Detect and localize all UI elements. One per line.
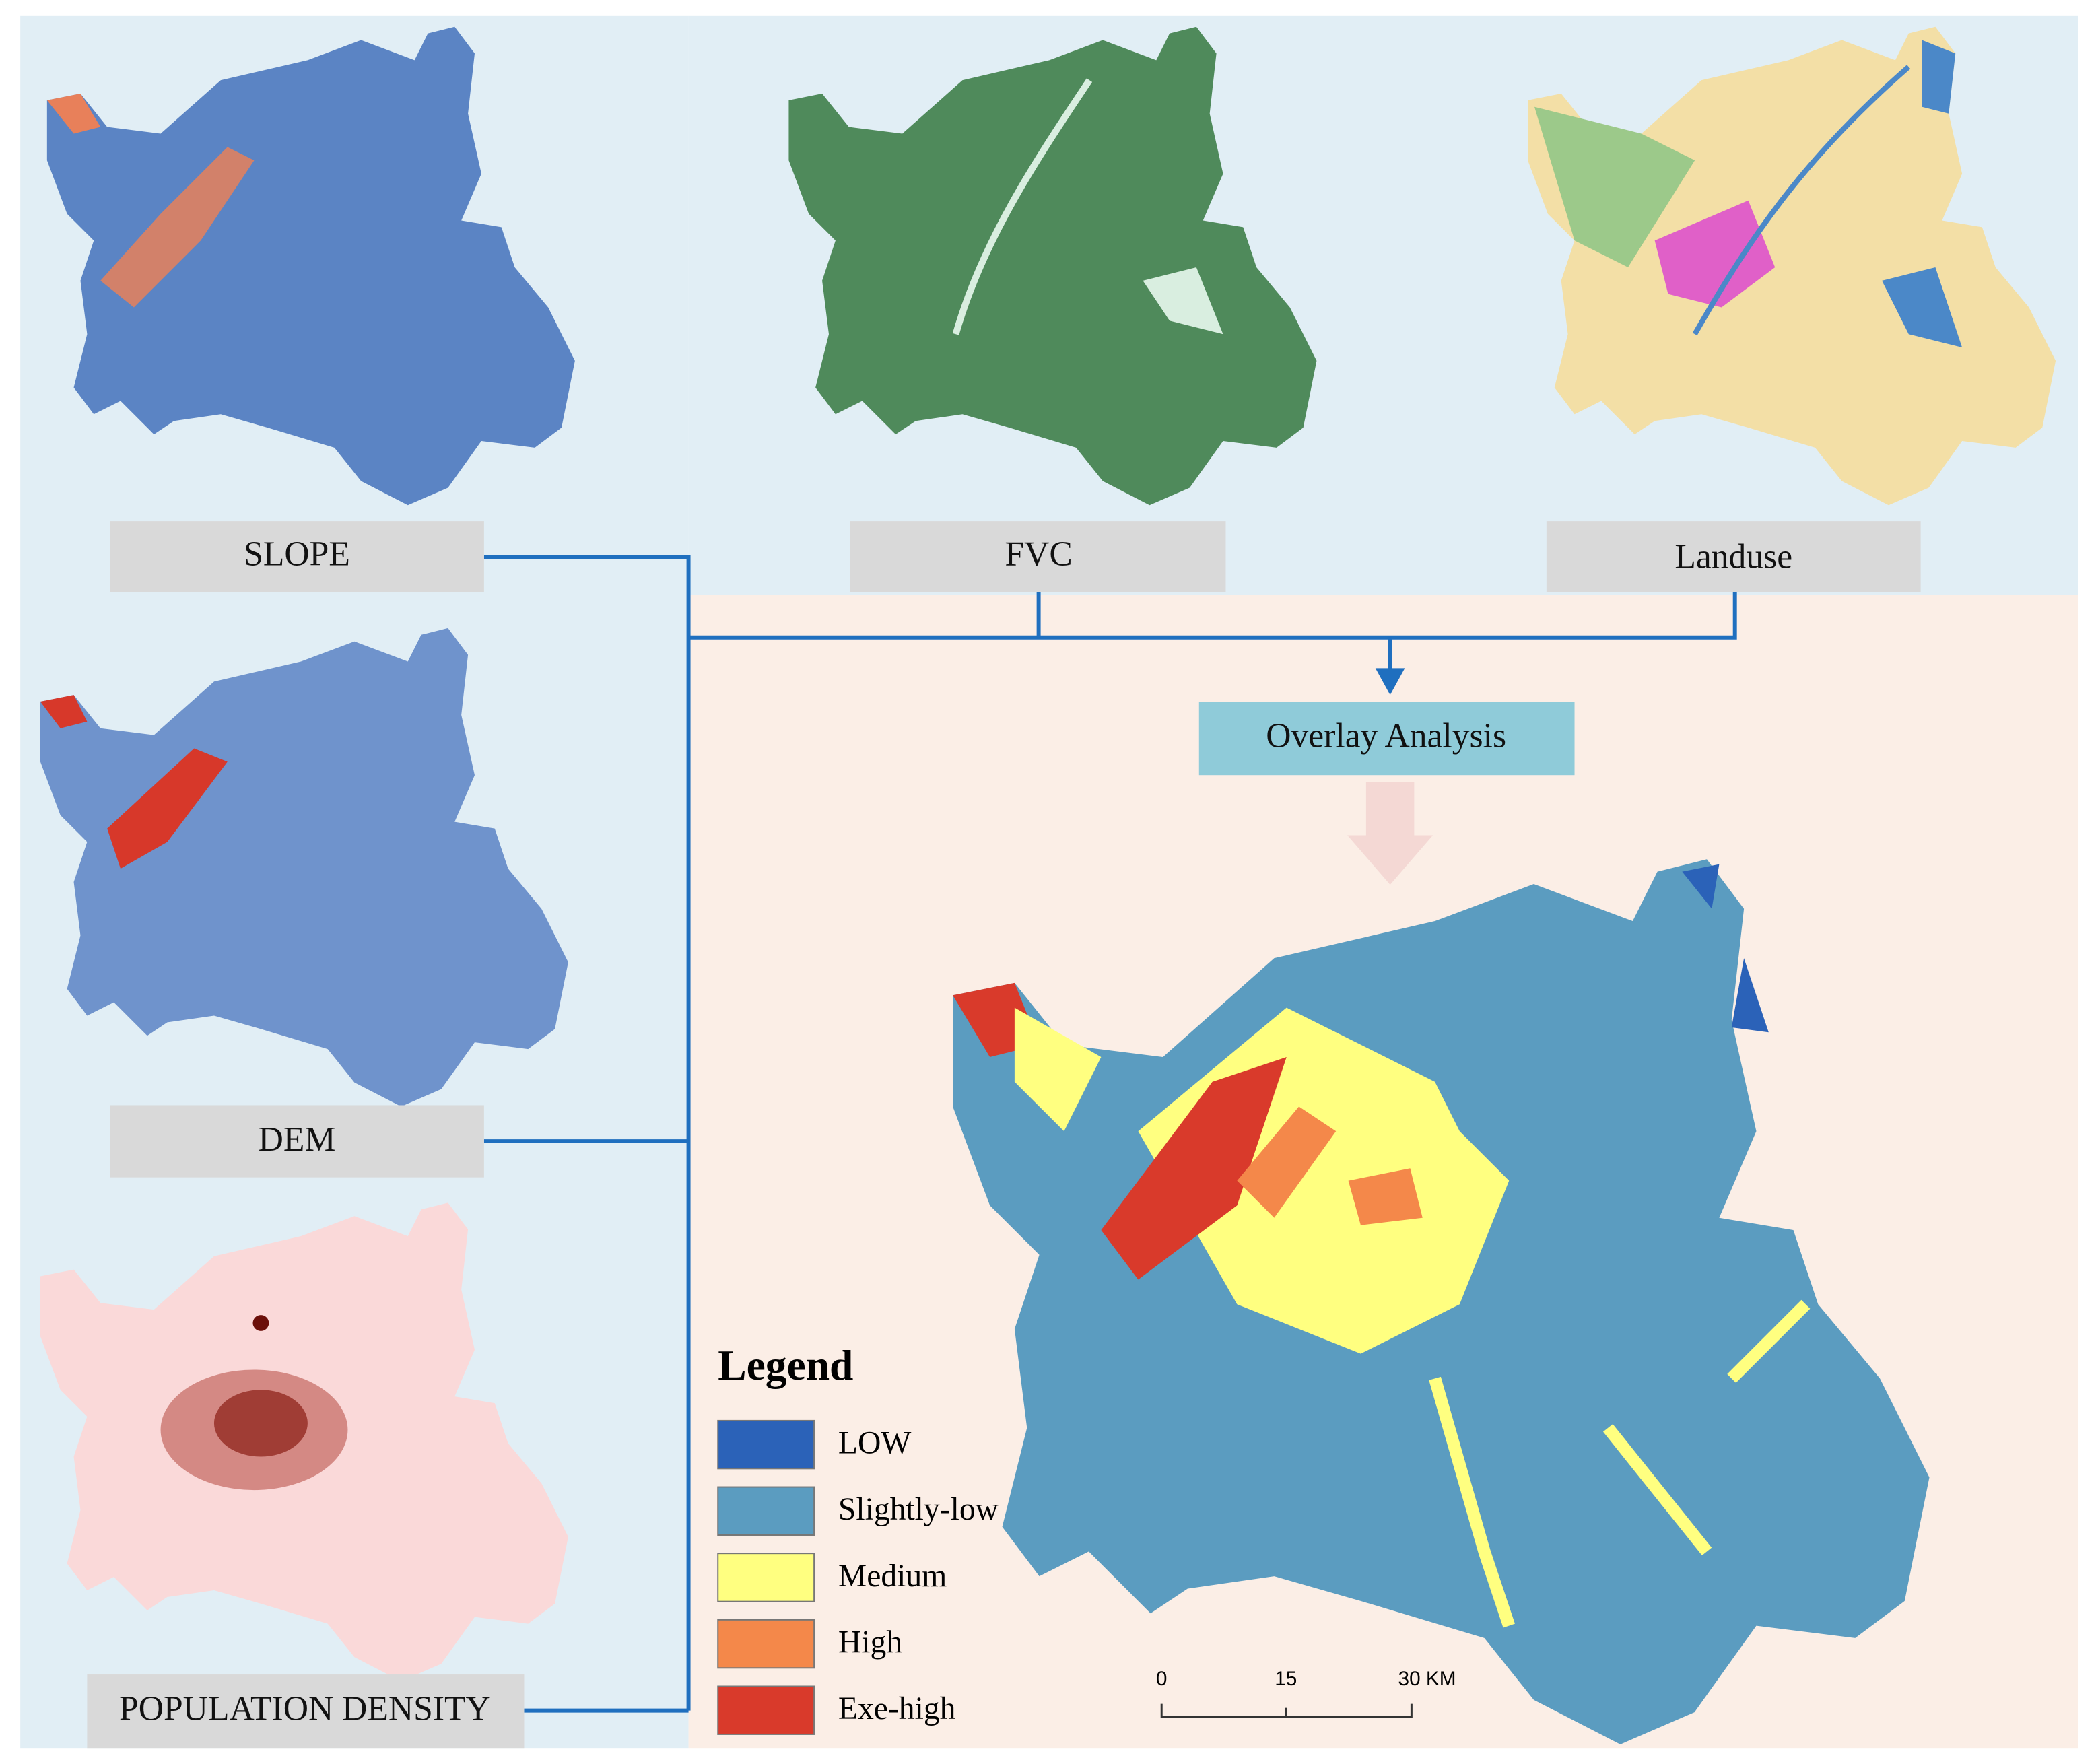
scale-label: 15 [1275,1668,1297,1690]
dem-label: DEM [259,1120,336,1159]
legend-swatch [717,1419,815,1470]
scale-label: 0 [1156,1668,1168,1690]
fvc-map [788,26,1317,506]
legend-label: Exe-high [838,1691,956,1726]
legend-swatch [717,1685,815,1735]
connectors [483,555,1737,1713]
scale-bar: 0 15 30 KM [1156,1668,1456,1719]
dem-map [40,627,568,1107]
legend-swatch [717,1553,815,1602]
population-label: POPULATION DENSITY [119,1689,491,1728]
slope-map [46,26,575,506]
legend-swatch [717,1619,815,1669]
fvc-label: FVC [1005,535,1072,574]
legend: Legend LOW Slightly-low Medium High Exe-high [717,1341,999,1735]
result-map [953,859,1930,1744]
slope-label: SLOPE [244,535,350,574]
landuse-label: Landuse [1675,537,1792,576]
population-map [40,1202,568,1681]
legend-label: LOW [838,1426,911,1461]
scale-label: 30 KM [1398,1668,1456,1690]
legend-label: Medium [838,1559,947,1594]
legend-label: High [838,1625,902,1660]
legend-swatch [717,1486,815,1536]
landuse-map [1528,26,2056,506]
legend-label: Slightly-low [838,1492,999,1527]
label-boxes [87,521,1921,1749]
process-label: Overlay Analysis [1266,716,1506,755]
legend-title: Legend [718,1341,853,1389]
